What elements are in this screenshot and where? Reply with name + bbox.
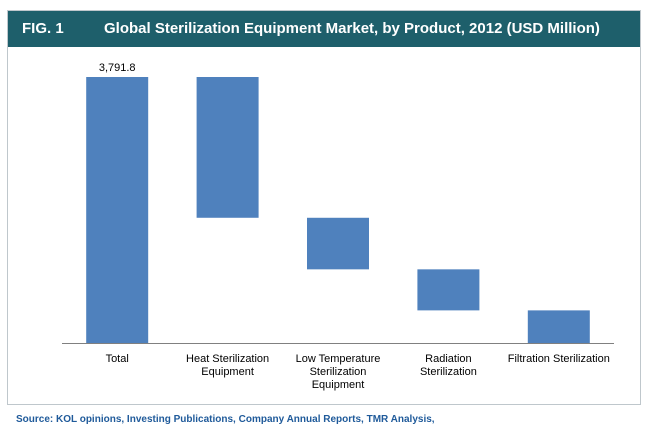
- bar-2: [307, 217, 369, 270]
- category-label-line: Sterilization: [420, 366, 477, 378]
- bar-4: [527, 310, 590, 343]
- figure-header: FIG. 1 Global Sterilization Equipment Ma…: [8, 11, 640, 47]
- chart-title: Global Sterilization Equipment Market, b…: [104, 20, 600, 37]
- category-label-line: Equipment: [312, 379, 365, 391]
- bar-0: [86, 77, 149, 343]
- figure-number: FIG. 1: [22, 20, 64, 37]
- category-label-3: Radiation Sterilization: [420, 353, 477, 378]
- bar-3: [417, 269, 480, 311]
- category-label-2: Low Temperature Sterilization Equipment: [296, 353, 381, 391]
- category-label-line: Filtration Sterilization: [508, 353, 610, 365]
- category-label-4: Filtration Sterilization: [508, 353, 610, 365]
- category-label-line: Radiation: [425, 353, 471, 365]
- data-label-0: 3,791.8: [99, 62, 136, 74]
- category-label-line: Heat Sterilization: [186, 353, 269, 365]
- bar-1: [196, 77, 259, 218]
- category-label-line: Sterilization: [310, 366, 367, 378]
- category-label-line: Equipment: [201, 366, 254, 378]
- source-note: Source: KOL opinions, Investing Publicat…: [16, 414, 435, 425]
- category-label-0: Total: [106, 353, 129, 365]
- category-label-line: Total: [106, 353, 129, 365]
- category-label-line: Low Temperature: [296, 353, 381, 365]
- category-label-1: Heat Sterilization Equipment: [186, 353, 269, 378]
